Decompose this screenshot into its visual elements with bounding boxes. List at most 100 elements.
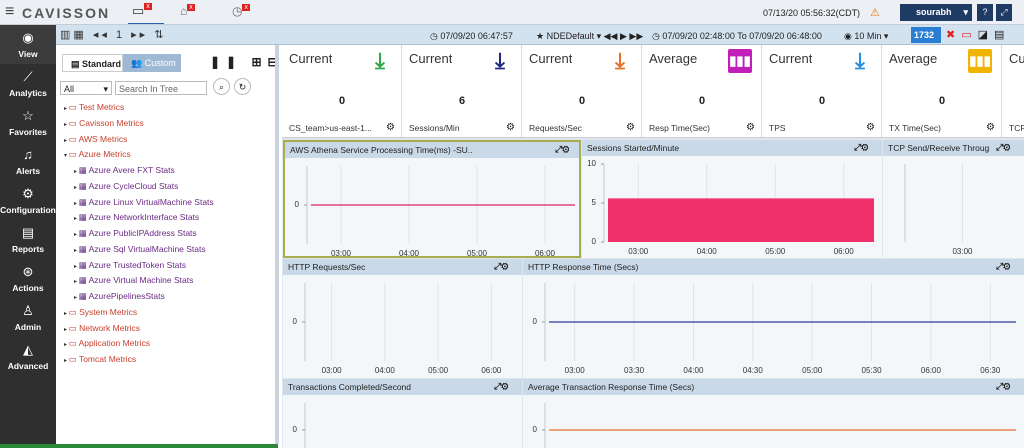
tree-child[interactable]: ▸ ▦ Azure Avere FXT Stats bbox=[74, 165, 175, 176]
tree-tools[interactable]: ❚❚ ⊞⊟ bbox=[210, 55, 279, 69]
x-tick-label: 05:00 bbox=[765, 247, 786, 256]
tree-node[interactable]: ▸ ▭ Network Metrics bbox=[64, 323, 140, 334]
tree-label: Cavisson Metrics bbox=[79, 117, 144, 128]
tree-toggle: ▸ bbox=[64, 358, 69, 364]
tree-panel: ▤ Standard 👥 Custom ❚❚ ⊞⊟ All ▾ Search In… bbox=[56, 45, 279, 444]
tree-node[interactable]: ▸ ▭ Application Metrics bbox=[64, 338, 150, 349]
chart-panel: Transactions Completed/Second ⤢⚙ 0 bbox=[283, 379, 522, 448]
kpi-label: TX Time(Sec) bbox=[889, 123, 941, 133]
panel-header bbox=[523, 379, 1024, 395]
expand-button[interactable]: ⤢ bbox=[996, 4, 1012, 21]
nav-item[interactable]: ◉ View bbox=[0, 25, 56, 64]
panel-tools[interactable]: ⤢⚙ bbox=[555, 144, 570, 154]
kpi-card: Average ▮▮▮ 0 Resp Time(Sec) ⚙ bbox=[642, 45, 762, 137]
nav-item[interactable]: ⟋ Analytics bbox=[0, 64, 56, 103]
menu-icon[interactable]: ≡ bbox=[5, 3, 15, 20]
nav-label: Actions bbox=[12, 283, 44, 293]
kpi-row: Current ⤓ 0 CS_team>us-east-1... ⚙ Current ⤓ 6 S… bbox=[282, 45, 1024, 138]
tree-label: Azure NetworkInterface Stats bbox=[88, 212, 200, 223]
panel-tools[interactable]: ⤢⚙ bbox=[996, 261, 1011, 271]
tree-node[interactable]: ▸ ▭ Test Metrics bbox=[64, 102, 124, 113]
tree-child[interactable]: ▸ ▦ Azure CycleCloud Stats bbox=[74, 181, 178, 192]
refresh-button[interactable]: ↻ bbox=[234, 78, 251, 95]
tree-node[interactable]: ▾ ▭ Azure Metrics bbox=[64, 149, 131, 160]
alert-icon[interactable]: ⚠ bbox=[870, 7, 880, 19]
panel-tools[interactable]: ⤢⚙ bbox=[494, 261, 509, 271]
tree-label: Azure PublicIPAddress Stats bbox=[88, 228, 197, 238]
tree-child[interactable]: ▸ ▦ Azure PublicIPAddress Stats bbox=[74, 228, 197, 239]
panel-tools[interactable]: ⤢⚙ bbox=[996, 142, 1011, 152]
tree-child[interactable]: ▸ ▦ Azure Sql VirtualMachine Stats bbox=[74, 244, 206, 255]
tree-toggle: ▸ bbox=[74, 200, 79, 207]
tree-label: Azure Sql VirtualMachine Stats bbox=[88, 243, 206, 254]
kpi-settings[interactable]: ⚙ bbox=[746, 122, 755, 133]
folder-icon: ▭ bbox=[68, 338, 79, 349]
x-tick-label: 06:00 bbox=[921, 366, 942, 375]
tree-child[interactable]: ▸ ▦ Azure TrustedToken Stats bbox=[74, 260, 186, 271]
tree-child[interactable]: ▸ ▦ Azure Linux VirtualMachine Stats bbox=[74, 197, 214, 208]
interval-text: 10 Min bbox=[854, 31, 882, 41]
time: 07/09/20 06:47:57 bbox=[440, 31, 513, 41]
tree-label: Test Metrics bbox=[78, 102, 125, 112]
nav-icon: ☆ bbox=[22, 108, 34, 123]
tab[interactable]: ⌂ x bbox=[180, 4, 195, 18]
kpi-card: Current ⤓ 0 Requests/Sec ⚙ bbox=[522, 45, 642, 137]
panel-tools[interactable]: ⤢⚙ bbox=[494, 381, 509, 391]
search-button[interactable]: ⌕ bbox=[213, 78, 230, 95]
tab-standard[interactable]: ▤ Standard bbox=[62, 54, 123, 72]
folder-icon: ▭ bbox=[68, 117, 80, 128]
tree-node[interactable]: ▸ ▭ System Metrics bbox=[64, 307, 137, 318]
nav-item[interactable]: ♙ Admin bbox=[0, 298, 56, 337]
interval[interactable]: ◉ 10 Min ▾ bbox=[844, 31, 889, 41]
filter-select[interactable]: All ▾ bbox=[60, 81, 112, 95]
nav-icon: ⊛ bbox=[22, 264, 34, 279]
nav-item[interactable]: ▤ Reports bbox=[0, 220, 56, 259]
panel-tools[interactable]: ⤢⚙ bbox=[854, 142, 869, 152]
tree-label: Azure Linux VirtualMachine Stats bbox=[88, 196, 214, 207]
tree-node[interactable]: ▸ ▭ Cavisson Metrics bbox=[64, 118, 144, 129]
x-tick-label: 05:00 bbox=[802, 366, 823, 375]
tab[interactable]: ◷ x bbox=[232, 4, 250, 18]
kpi-settings[interactable]: ⚙ bbox=[626, 122, 635, 133]
grid-icon: ▦ bbox=[78, 196, 89, 207]
tree-label: Azure Avere FXT Stats bbox=[88, 165, 175, 175]
tree-node[interactable]: ▸ ▭ AWS Metrics bbox=[64, 134, 127, 145]
toolbar-icons[interactable]: ▥▦ ◂◂ 1 ▸▸ ⇅ bbox=[60, 29, 167, 41]
tree-child[interactable]: ▸ ▦ Azure Virtual Machine Stats bbox=[74, 275, 193, 286]
search-input[interactable]: Search In Tree bbox=[115, 81, 207, 95]
tree-node[interactable]: ▸ ▭ Tomcat Metrics bbox=[64, 354, 136, 365]
nav-item[interactable]: ⚙ Configuration bbox=[0, 181, 56, 220]
kpi-stat: Average bbox=[649, 51, 698, 66]
chart: 0 bbox=[533, 403, 1016, 448]
help-button[interactable]: ? bbox=[977, 4, 993, 21]
user-button[interactable]: sourabh ▾ bbox=[900, 4, 972, 21]
kpi-value: 0 bbox=[938, 95, 946, 107]
nav-item[interactable]: ◭ Advanced bbox=[0, 337, 56, 376]
toolbar-right-icons[interactable]: ✖▭◪▤ bbox=[946, 29, 1011, 41]
kpi-settings[interactable]: ⚙ bbox=[866, 122, 875, 133]
tree-toggle: ▸ bbox=[64, 326, 69, 333]
nav-item[interactable]: ♫ Alerts bbox=[0, 142, 56, 181]
tree-child[interactable]: ▸ ▦ Azure NetworkInterface Stats bbox=[74, 212, 199, 223]
kpi-settings[interactable]: ⚙ bbox=[986, 122, 995, 133]
y-tick-label: 10 bbox=[587, 159, 596, 168]
count-badge[interactable]: 1732 bbox=[911, 27, 941, 43]
grid-icon: ▦ bbox=[78, 291, 89, 301]
profile[interactable]: ★ NDEDefault ▾ ◀◀ ▶ ▶▶ bbox=[536, 31, 644, 41]
nav-item[interactable]: ⊛ Actions bbox=[0, 259, 56, 298]
kpi-card: Current⤓TCP⚙ bbox=[1002, 45, 1024, 137]
tab-custom[interactable]: 👥 Custom bbox=[123, 54, 181, 72]
panel-tools[interactable]: ⤢⚙ bbox=[996, 381, 1011, 391]
kpi-settings[interactable]: ⚙ bbox=[386, 122, 395, 133]
nav-label: Alerts bbox=[15, 166, 41, 176]
kpi-settings[interactable]: ⚙ bbox=[506, 122, 515, 133]
tab[interactable]: ▭ x bbox=[128, 3, 164, 24]
tree-child[interactable]: ▸ ▦ AzurePipelinesStats bbox=[74, 291, 165, 302]
kpi-stat: Average bbox=[889, 51, 938, 66]
status-strip bbox=[0, 444, 278, 448]
nav-item[interactable]: ☆ Favorites bbox=[0, 103, 56, 142]
tree-label: Azure TrustedToken Stats bbox=[88, 259, 186, 270]
x-tick-label: 05:00 bbox=[428, 366, 449, 375]
tree-toggle: ▸ bbox=[74, 184, 79, 191]
user-name: sourabh bbox=[916, 7, 952, 17]
